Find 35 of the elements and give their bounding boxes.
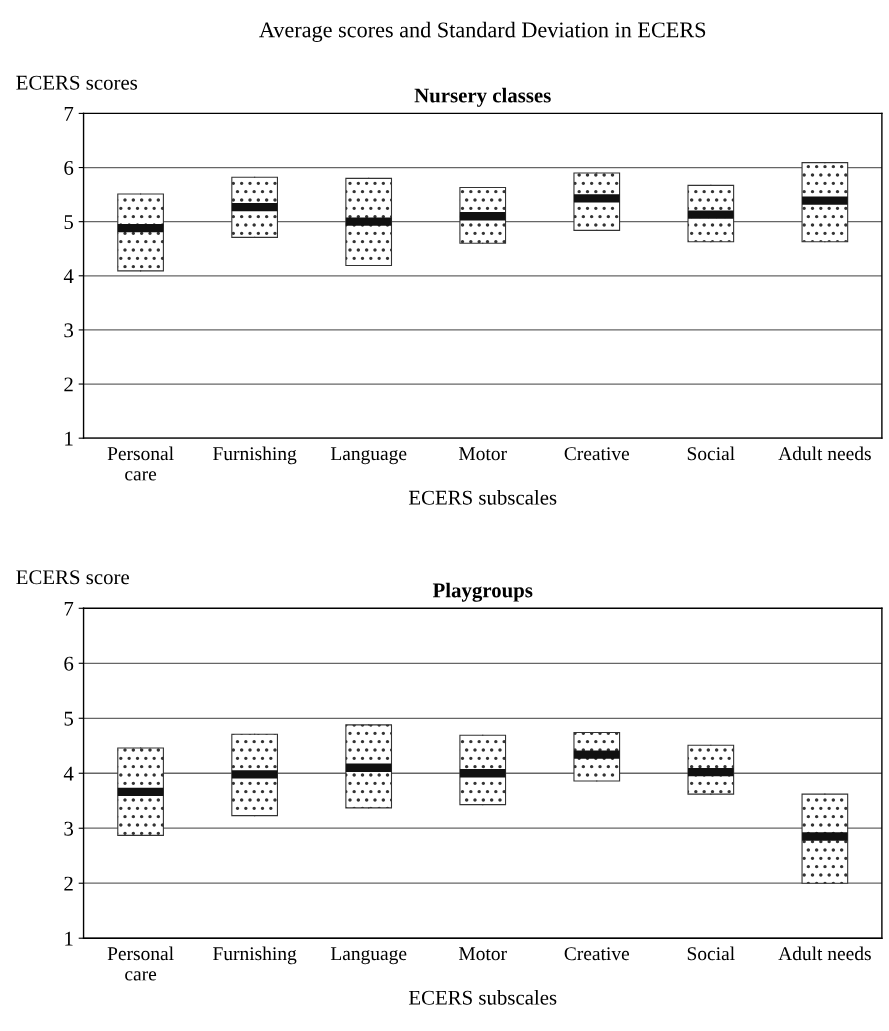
y-tick-label: 5 — [64, 711, 74, 726]
y-axis-title: ECERS score — [16, 570, 129, 585]
x-tick-label: Furnishing — [213, 446, 297, 465]
text: Average scores and Standard Deviation in ECERS — [259, 21, 706, 42]
y-tick-label: 4 — [63, 766, 74, 781]
y-axis-title: ECERS scores — [16, 75, 138, 90]
x-tick-label: Motor — [458, 447, 507, 461]
y-tick-label: 6 — [64, 656, 74, 671]
x-tick-label: Personal care — [107, 446, 174, 481]
x-tick-label: Language — [330, 447, 407, 465]
y-tick-label: 5 — [64, 215, 74, 230]
y-tick-label: 2 — [64, 377, 73, 392]
y-tick-label: 2 — [64, 876, 73, 891]
y-tick-label: 4 — [63, 269, 74, 284]
x-tick-label: Furnishing — [213, 946, 297, 965]
chart-title: Nursery classes — [414, 87, 551, 107]
chart-title: Playgroups — [432, 582, 533, 602]
y-tick-label: 1 — [65, 931, 73, 946]
y-tick-label: 1 — [65, 431, 73, 446]
y-tick-label: 7 — [64, 601, 74, 616]
x-tick-label: Social — [687, 946, 735, 961]
x-axis-title: ECERS subscales — [408, 490, 557, 505]
x-tick-label: Adult needs — [778, 446, 871, 461]
x-tick-label: Creative — [564, 447, 630, 461]
x-tick-label: Social — [687, 446, 735, 461]
y-tick-label: 3 — [64, 323, 74, 338]
x-tick-label: Motor — [458, 947, 507, 961]
y-tick-label: 7 — [64, 107, 74, 121]
y-tick-label: 6 — [64, 160, 74, 175]
x-tick-label: Creative — [564, 947, 630, 961]
x-tick-label: Personal care — [107, 946, 174, 981]
x-axis-title: ECERS subscales — [408, 990, 557, 1005]
x-tick-label: Language — [330, 947, 407, 965]
y-tick-label: 3 — [64, 821, 74, 836]
x-tick-label: Adult needs — [778, 946, 871, 961]
